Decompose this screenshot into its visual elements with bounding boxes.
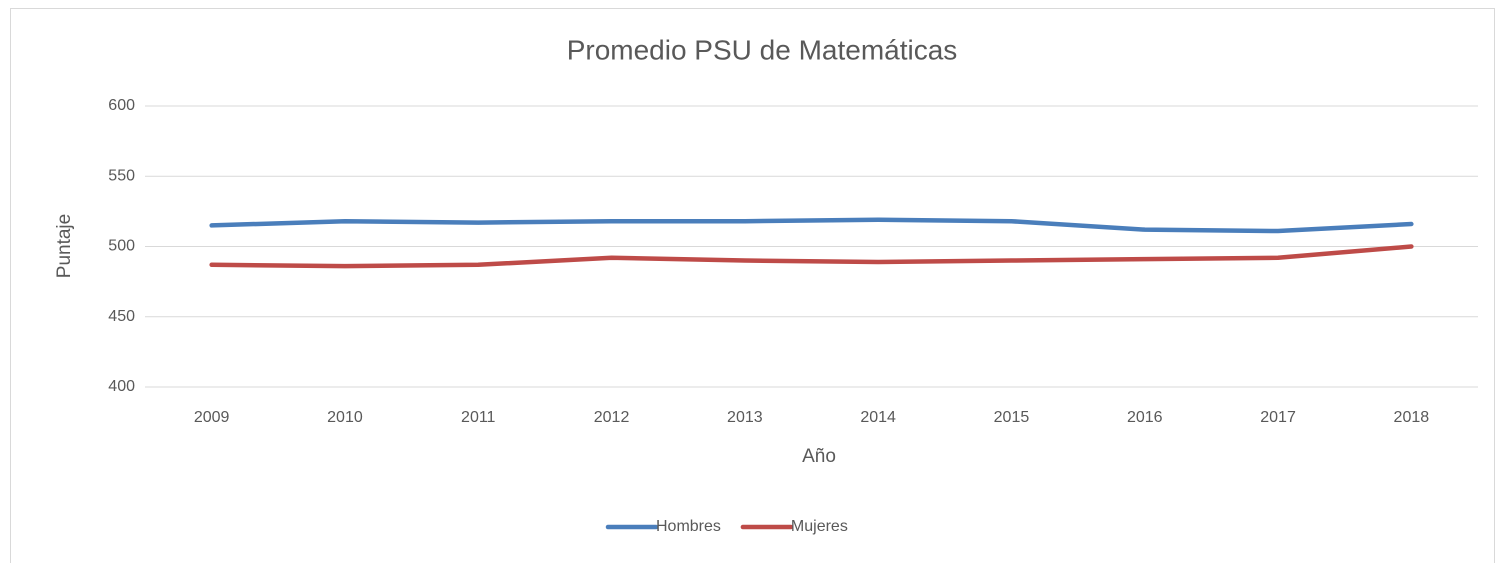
series-line [209, 217, 1414, 234]
y-tick-label: 500 [108, 238, 135, 255]
x-tick-label: 2009 [194, 409, 230, 426]
x-tick-label: 2013 [727, 409, 763, 426]
x-tick-label: 2011 [461, 409, 496, 426]
x-tick-label: 2012 [594, 409, 630, 426]
y-tick-label: 550 [108, 167, 135, 184]
legend-label: Mujeres [791, 518, 848, 535]
x-axis-label: Año [802, 446, 836, 467]
x-tick-label: 2016 [1127, 409, 1163, 426]
x-tick-label: 2017 [1260, 409, 1296, 426]
x-tick-label: 2018 [1394, 409, 1430, 426]
y-axis-label: Puntaje [54, 214, 75, 278]
x-tick-label: 2010 [327, 409, 363, 426]
y-tick-label: 450 [108, 308, 135, 325]
y-tick-label: 600 [108, 97, 135, 114]
chart-frame [10, 8, 1495, 563]
chart-title: Promedio PSU de Matemáticas [567, 34, 958, 65]
legend-label: Hombres [656, 518, 721, 535]
series-line [209, 244, 1414, 269]
x-tick-label: 2015 [994, 409, 1030, 426]
y-tick-label: 400 [108, 378, 135, 395]
x-tick-label: 2014 [860, 409, 896, 426]
